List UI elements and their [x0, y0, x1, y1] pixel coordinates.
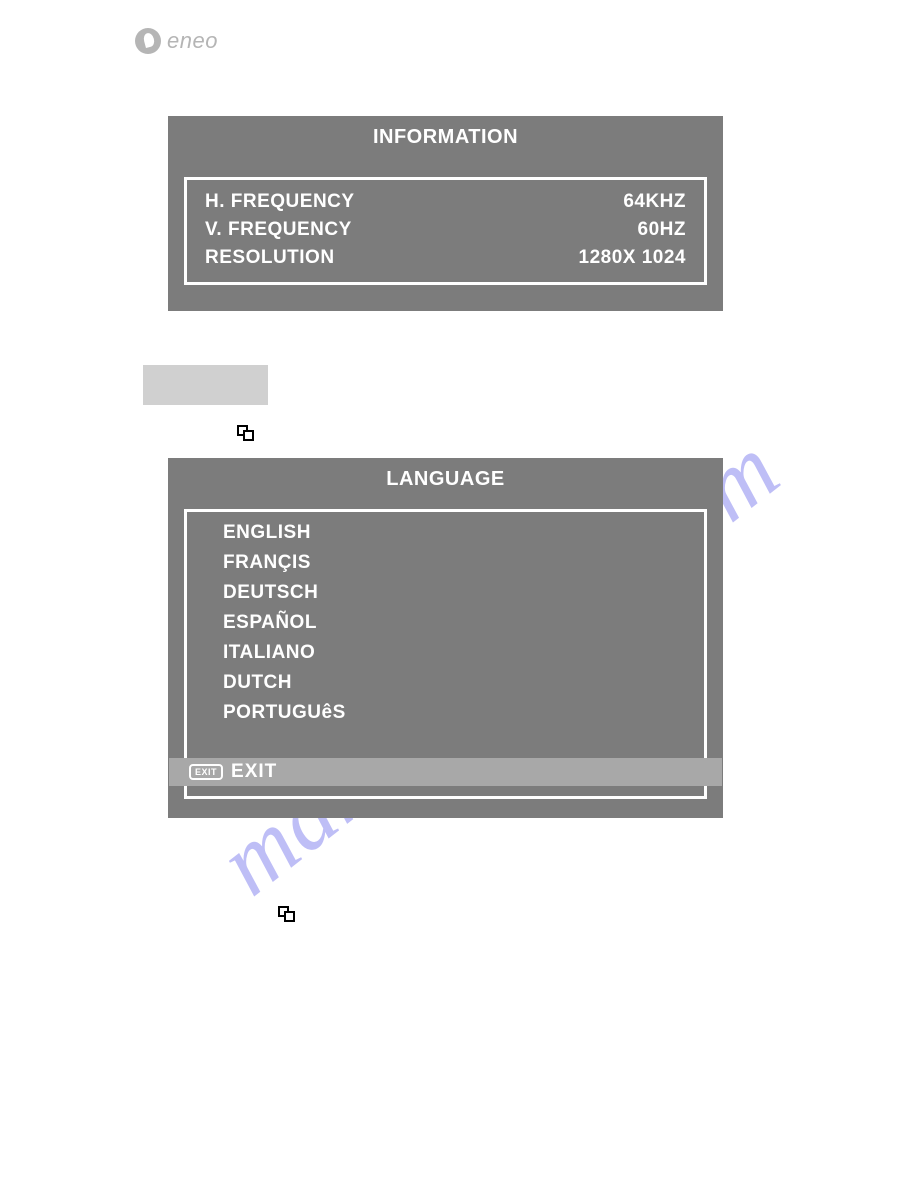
language-title: LANGUAGE [168, 458, 723, 491]
windows-icon [278, 906, 295, 922]
info-value: 60HZ [526, 219, 686, 241]
grey-block [143, 365, 268, 405]
exit-label: EXIT [231, 761, 277, 783]
lang-item-espanol[interactable]: ESPAÑOL [187, 608, 704, 638]
info-label: H. FREQUENCY [205, 191, 526, 213]
language-panel: LANGUAGE ENGLISH FRANÇIS DEUTSCH ESPAÑOL… [168, 458, 723, 818]
info-row-resolution: RESOLUTION 1280X 1024 [205, 244, 686, 272]
info-row-hfreq: H. FREQUENCY 64KHZ [205, 188, 686, 216]
brand-name: eneo [167, 28, 218, 54]
lang-item-deutsch[interactable]: DEUTSCH [187, 578, 704, 608]
lang-item-italiano[interactable]: ITALIANO [187, 638, 704, 668]
lang-item-english[interactable]: ENGLISH [187, 518, 704, 548]
info-label: V. FREQUENCY [205, 219, 526, 241]
lang-item-portugues[interactable]: PORTUGUêS [187, 698, 704, 728]
lang-item-dutch[interactable]: DUTCH [187, 668, 704, 698]
information-title: INFORMATION [168, 116, 723, 149]
windows-icon [237, 425, 254, 441]
language-box: ENGLISH FRANÇIS DEUTSCH ESPAÑOL ITALIANO… [184, 509, 707, 799]
information-panel: INFORMATION H. FREQUENCY 64KHZ V. FREQUE… [168, 116, 723, 311]
brand-logo: eneo [135, 28, 218, 54]
lang-item-francais[interactable]: FRANÇIS [187, 548, 704, 578]
information-box: H. FREQUENCY 64KHZ V. FREQUENCY 60HZ RES… [184, 177, 707, 285]
info-value: 1280X 1024 [526, 247, 686, 269]
info-value: 64KHZ [526, 191, 686, 213]
exit-badge-icon: EXIT [189, 764, 223, 780]
info-label: RESOLUTION [205, 247, 526, 269]
info-row-vfreq: V. FREQUENCY 60HZ [205, 216, 686, 244]
exit-row[interactable]: EXIT EXIT [169, 758, 722, 786]
brand-logo-mark [135, 28, 161, 54]
